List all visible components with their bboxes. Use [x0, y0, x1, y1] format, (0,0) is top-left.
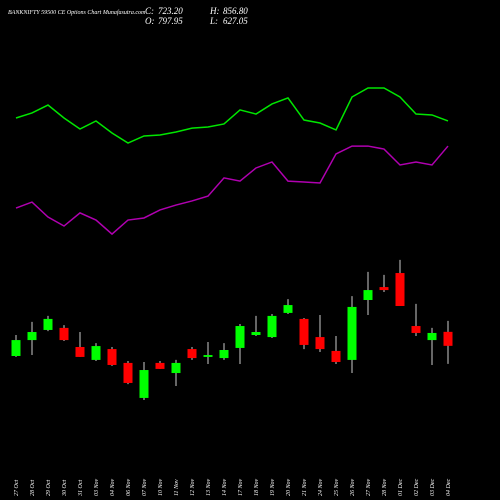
- x-tick-label: 12 Nov: [190, 478, 196, 496]
- x-tick-label: 21 Nov: [302, 478, 308, 496]
- x-tick-label: 28 Oct: [30, 480, 36, 496]
- candle-body: [411, 326, 421, 333]
- candle-body: [203, 355, 213, 357]
- x-tick-label: 03 Nov: [94, 478, 100, 496]
- candle-body: [11, 340, 21, 356]
- candle-body: [427, 332, 437, 341]
- candle-body: [155, 362, 165, 369]
- candle-body: [219, 350, 229, 359]
- stat-label: O:: [145, 16, 155, 26]
- candle-body: [75, 347, 85, 357]
- x-tick-label: 11 Nov: [174, 479, 180, 496]
- candle-body: [267, 315, 277, 338]
- candle-body: [59, 327, 69, 341]
- candle-body: [235, 326, 245, 348]
- stat-label: L:: [209, 16, 218, 26]
- x-tick-label: 14 Nov: [221, 478, 228, 496]
- stat-label: H:: [209, 6, 220, 16]
- candle-body: [123, 362, 133, 383]
- candle-body: [27, 332, 37, 341]
- x-tick-label: 17 Nov: [238, 478, 244, 496]
- stat-value: 627.05: [223, 16, 248, 26]
- candle-body: [91, 346, 101, 360]
- candle-body: [107, 349, 117, 365]
- candle-body: [139, 370, 149, 398]
- stat-label: C:: [145, 6, 154, 16]
- candle-body: [363, 290, 373, 300]
- x-tick-label: 25 Nov: [334, 478, 340, 496]
- x-tick-label: 07 Nov: [142, 478, 148, 496]
- stat-value: 797.95: [158, 16, 183, 26]
- x-tick-label: 30 Oct: [62, 480, 68, 497]
- x-tick-label: 04 Dec: [445, 479, 452, 496]
- candle-body: [187, 349, 197, 359]
- candle-body: [171, 362, 181, 374]
- candle-body: [395, 273, 405, 306]
- candle-body: [283, 305, 293, 313]
- x-tick-label: 03 Dec: [430, 479, 436, 496]
- x-tick-label: 19 Nov: [270, 478, 276, 496]
- candle-body: [43, 318, 53, 330]
- candle-body: [347, 306, 357, 360]
- x-tick-label: 29 Oct: [46, 480, 52, 496]
- x-tick-label: 27 Oct: [14, 480, 20, 496]
- candle-body: [251, 332, 261, 336]
- x-tick-label: 01 Dec: [398, 479, 404, 496]
- x-tick-label: 04 Nov: [109, 478, 116, 496]
- x-tick-label: 26 Nov: [350, 478, 356, 496]
- x-tick-label: 27 Nov: [366, 478, 372, 496]
- x-tick-label: 06 Nov: [126, 478, 132, 496]
- x-tick-label: 02 Dec: [414, 479, 420, 496]
- x-tick-label: 31 Oct: [78, 480, 84, 497]
- stat-value: 723.20: [158, 6, 183, 16]
- candle-body: [299, 318, 309, 345]
- x-tick-label: 24 Nov: [317, 478, 324, 496]
- candle-body: [331, 350, 341, 362]
- x-tick-label: 18 Nov: [254, 478, 260, 496]
- candle-body: [443, 331, 453, 346]
- indicator-line: [15, 87, 449, 144]
- stat-value: 856.80: [223, 6, 248, 16]
- x-tick-label: 13 Nov: [206, 478, 212, 496]
- chart-title: BANKNIFTY 59500 CE Options Chart Munafas…: [8, 9, 146, 16]
- x-tick-label: 28 Nov: [382, 478, 388, 496]
- candle-body: [315, 337, 325, 350]
- indicator-line: [15, 145, 449, 236]
- x-tick-label: 10 Nov: [158, 478, 164, 496]
- x-tick-label: 20 Nov: [286, 478, 292, 496]
- candle-body: [379, 287, 389, 291]
